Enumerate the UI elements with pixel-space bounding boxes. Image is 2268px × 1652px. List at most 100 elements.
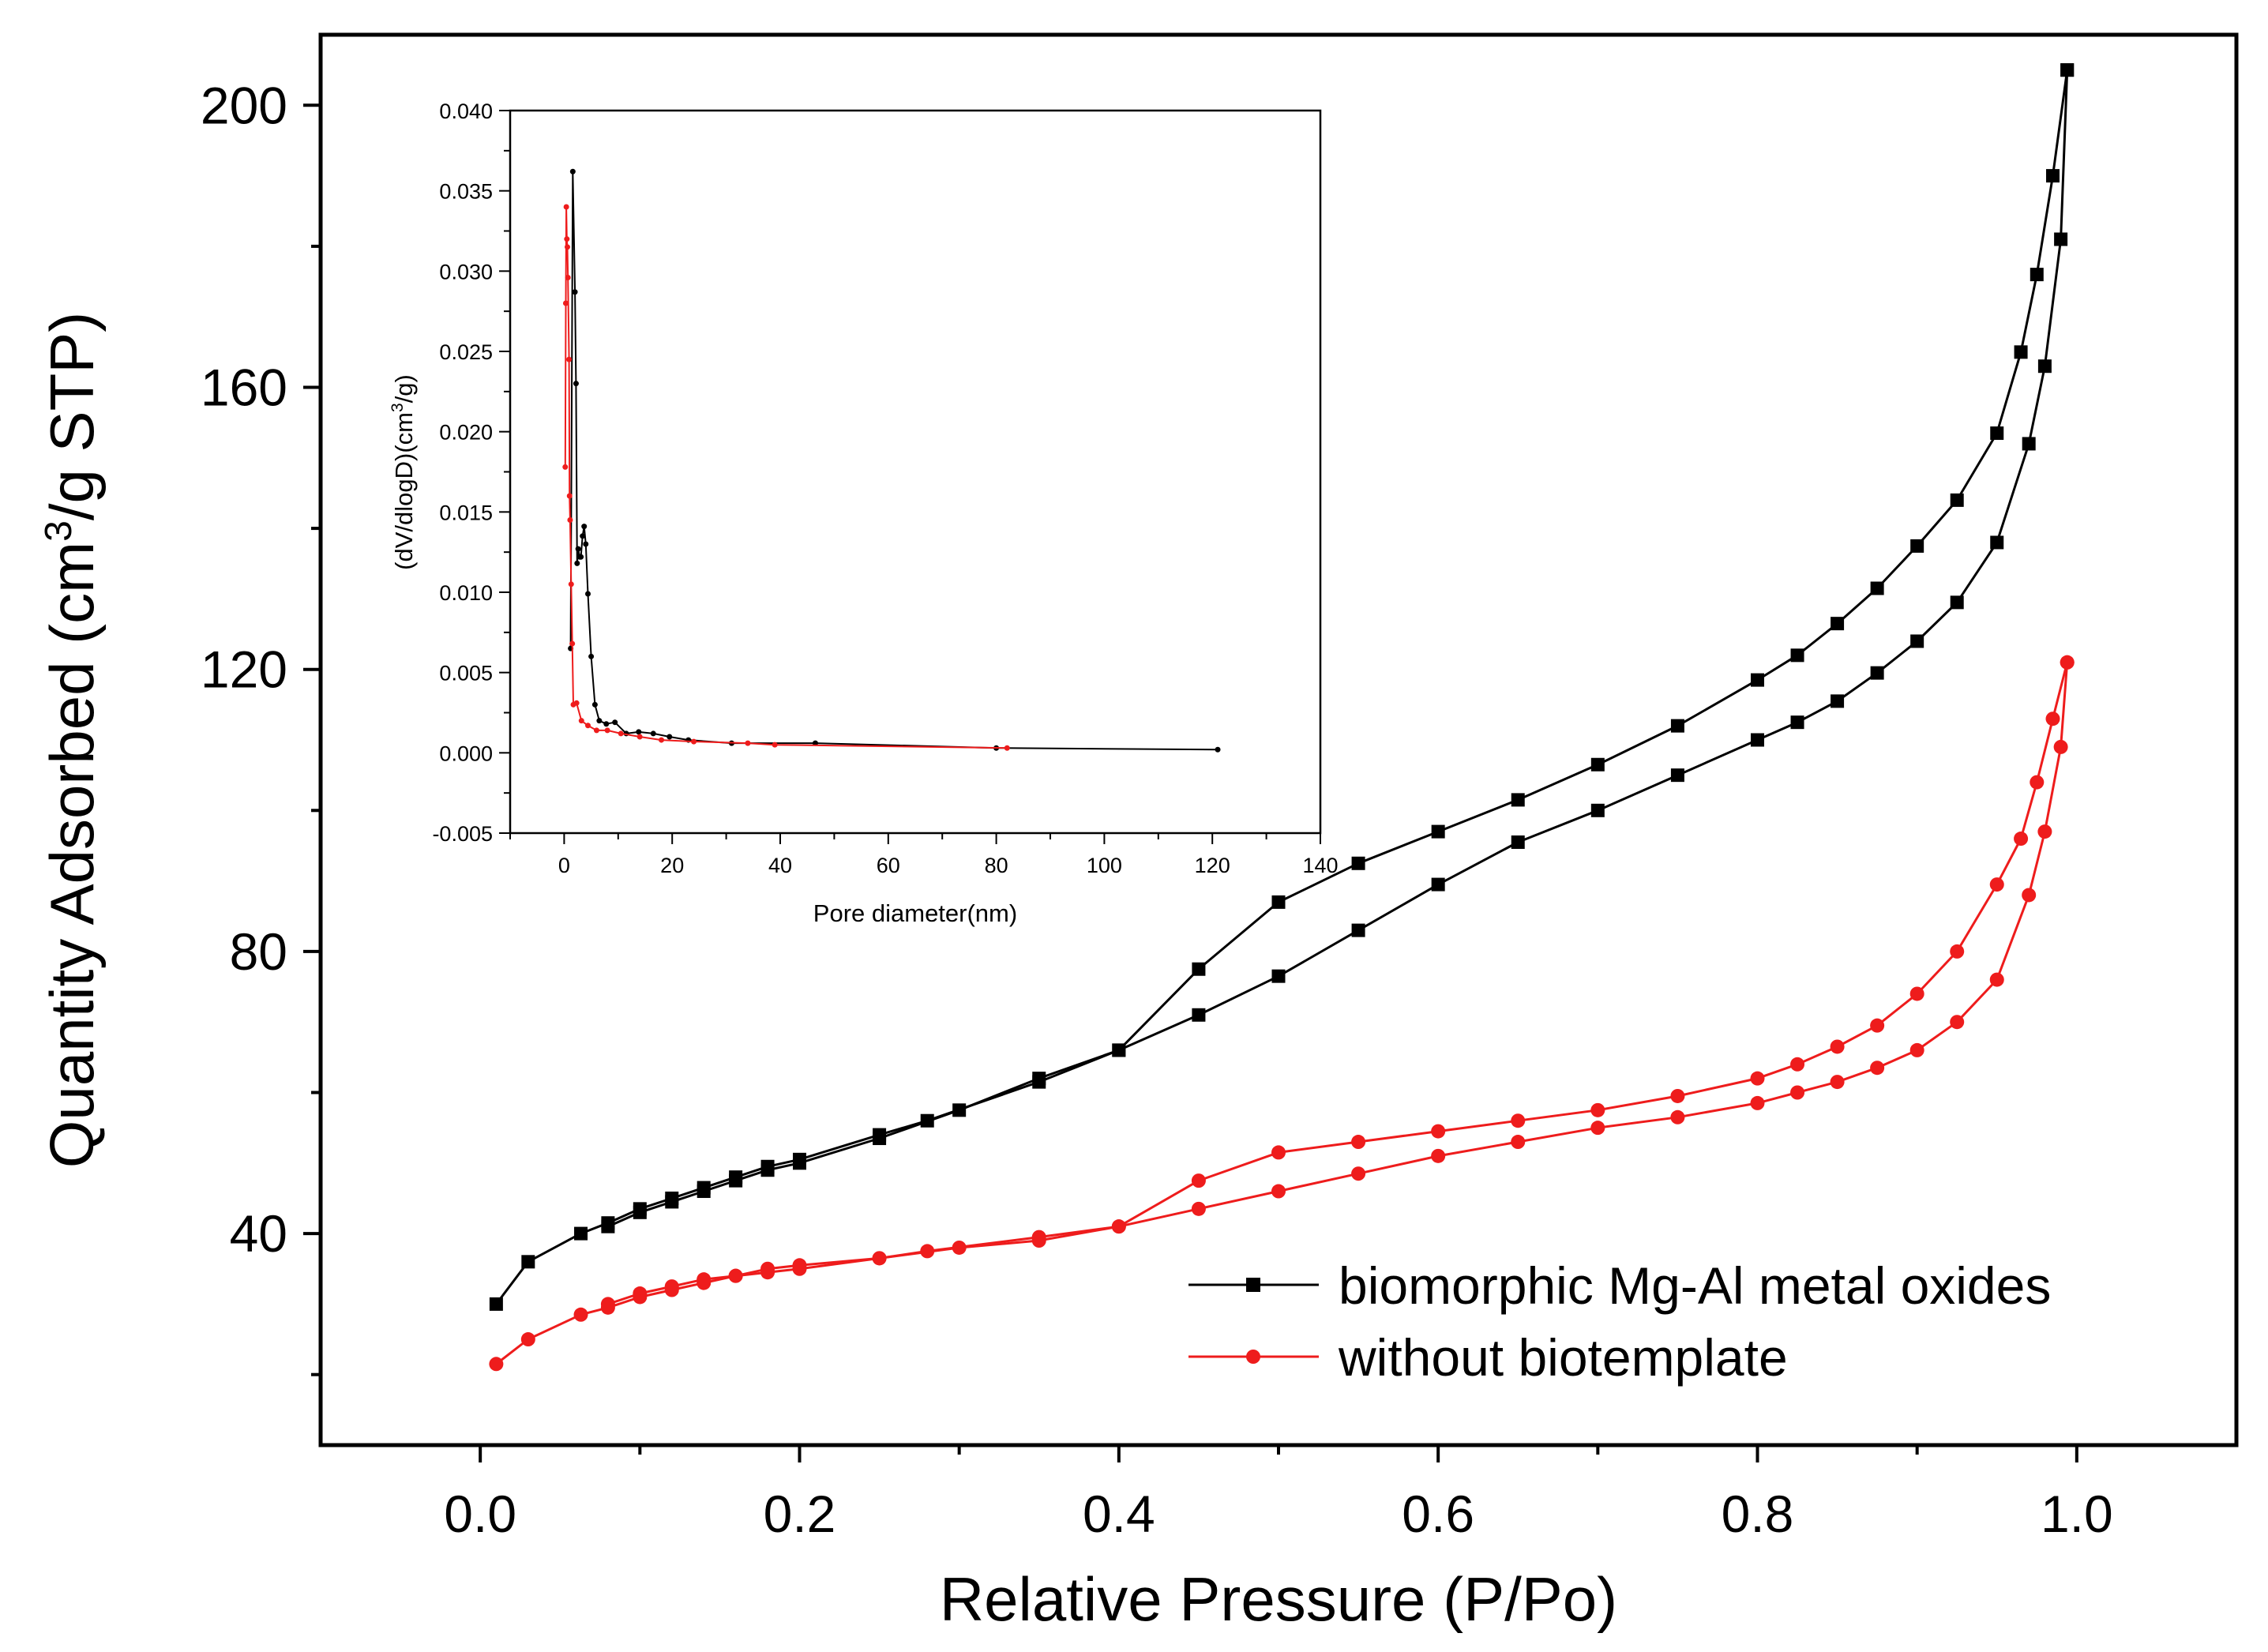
data-point-square — [1950, 493, 1964, 507]
inset-x-tick-label: 60 — [877, 854, 900, 877]
data-point-square — [1831, 617, 1845, 631]
main-y-axis-title-main: Quantity Adsorbed (cm — [37, 542, 107, 1168]
data-point-square — [1790, 648, 1804, 663]
data-point-circle — [697, 1272, 712, 1287]
inset-data-point — [667, 734, 673, 740]
main-y-tick-label: 80 — [230, 922, 287, 981]
data-point-circle — [573, 1307, 588, 1322]
inset-series-layer — [562, 168, 1221, 753]
inset-x-tick-label: 140 — [1302, 854, 1338, 877]
data-point-square — [2030, 268, 2044, 282]
data-point-square — [1670, 719, 1684, 733]
inset-x-tick-label: 40 — [768, 854, 792, 877]
data-point-square — [1910, 539, 1924, 553]
inset-data-point — [588, 653, 595, 659]
inset-y-axis-title-superscript: 3 — [389, 403, 407, 412]
inset-data-point — [593, 727, 599, 734]
data-point-circle — [1431, 1148, 1446, 1163]
data-point-square — [2037, 359, 2052, 374]
inset-data-point — [596, 718, 603, 724]
data-point-circle — [1351, 1135, 1366, 1150]
data-point-square — [697, 1185, 711, 1199]
data-point-circle — [1790, 1057, 1805, 1072]
main-series-without-biotemplate — [489, 655, 2075, 1372]
data-point-circle — [1870, 1018, 1885, 1033]
main-series-biomorphic — [489, 63, 2075, 1311]
inset-data-point — [618, 730, 624, 737]
inset-data-point — [584, 591, 591, 597]
inset-data-point — [578, 718, 584, 724]
data-point-circle — [952, 1240, 967, 1255]
inset-data-point — [562, 300, 569, 306]
data-point-square — [1590, 803, 1605, 817]
inset-data-point — [580, 533, 586, 539]
data-point-square — [1590, 757, 1605, 772]
inset-x-tick-label: 120 — [1195, 854, 1230, 877]
inset-data-point — [574, 560, 580, 566]
inset-data-point — [636, 734, 643, 740]
inset-y-tick-label: -0.005 — [432, 822, 493, 846]
inset-series-biomorphic — [568, 168, 1221, 753]
inset-y-tick-label: 0.020 — [439, 421, 493, 445]
inset-data-point — [565, 274, 571, 280]
inset-x-tick-label: 20 — [660, 854, 684, 877]
inset-data-point — [612, 719, 618, 726]
data-point-circle — [1830, 1075, 1845, 1090]
data-point-circle — [1511, 1113, 1526, 1128]
data-point-circle — [1790, 1085, 1805, 1100]
data-point-circle — [1351, 1166, 1366, 1181]
data-point-circle — [1870, 1061, 1885, 1076]
inset-y-tick-label: 0.030 — [439, 260, 493, 283]
data-point-square — [2046, 169, 2060, 183]
data-point-circle — [1830, 1039, 1845, 1054]
data-point-circle — [1750, 1071, 1765, 1086]
inset-x-axis-title: Pore diameter(nm) — [813, 899, 1017, 927]
legend-label-without-biotemplate: without biotemplate — [1338, 1328, 1788, 1387]
data-point-square — [521, 1255, 535, 1269]
inset-data-point — [573, 381, 579, 387]
main-x-tick-label: 0.8 — [1722, 1485, 1794, 1543]
data-point-circle — [1950, 944, 1965, 959]
data-point-square — [1351, 923, 1365, 937]
data-point-circle — [1271, 1145, 1286, 1160]
data-point-square — [1032, 1072, 1046, 1086]
data-point-square — [1112, 1043, 1126, 1057]
inset-data-point — [604, 727, 610, 734]
inset-y-tick-label: 0.005 — [439, 662, 493, 685]
data-point-square — [729, 1173, 743, 1188]
inset-data-point — [568, 581, 574, 588]
data-point-square — [1511, 793, 1525, 807]
data-point-circle — [1511, 1135, 1526, 1150]
legend-entry-without-biotemplate: without biotemplate — [1188, 1328, 1788, 1387]
inset-y-tick-label: 0.025 — [439, 340, 493, 364]
data-point-circle — [2045, 711, 2060, 727]
inset-data-point — [583, 541, 589, 547]
inset-y-axis-title: (dV/dlogD)(cm3/g) — [389, 374, 418, 570]
inset-data-point — [1215, 746, 1221, 753]
inset-background — [510, 111, 1320, 833]
data-point-square — [2022, 437, 2036, 451]
data-point-circle — [1191, 1201, 1206, 1216]
main-x-tick-label: 0.0 — [444, 1485, 516, 1543]
data-point-circle — [664, 1279, 679, 1294]
inset-data-point — [569, 168, 576, 175]
data-point-circle — [1271, 1184, 1286, 1199]
data-point-circle — [2037, 824, 2052, 839]
data-point-circle — [1909, 1042, 1924, 1057]
inset-y-axis-title-main: (dV/dlogD)(cm — [390, 412, 418, 570]
data-point-square — [1511, 835, 1525, 849]
data-point-square — [574, 1226, 588, 1241]
data-point-square — [1271, 969, 1286, 983]
main-y-tick-label: 40 — [230, 1204, 287, 1263]
inset-data-point — [566, 493, 573, 499]
inset-data-point — [659, 737, 665, 743]
data-point-square — [1431, 877, 1445, 892]
data-point-circle — [760, 1261, 775, 1276]
data-point-circle — [1750, 1095, 1765, 1110]
data-point-circle — [1590, 1121, 1605, 1136]
inset-y-axis-title-tail: /g) — [390, 374, 418, 403]
main-series-layer — [489, 63, 2075, 1372]
data-point-circle — [520, 1332, 535, 1347]
inset-data-point — [566, 356, 573, 362]
